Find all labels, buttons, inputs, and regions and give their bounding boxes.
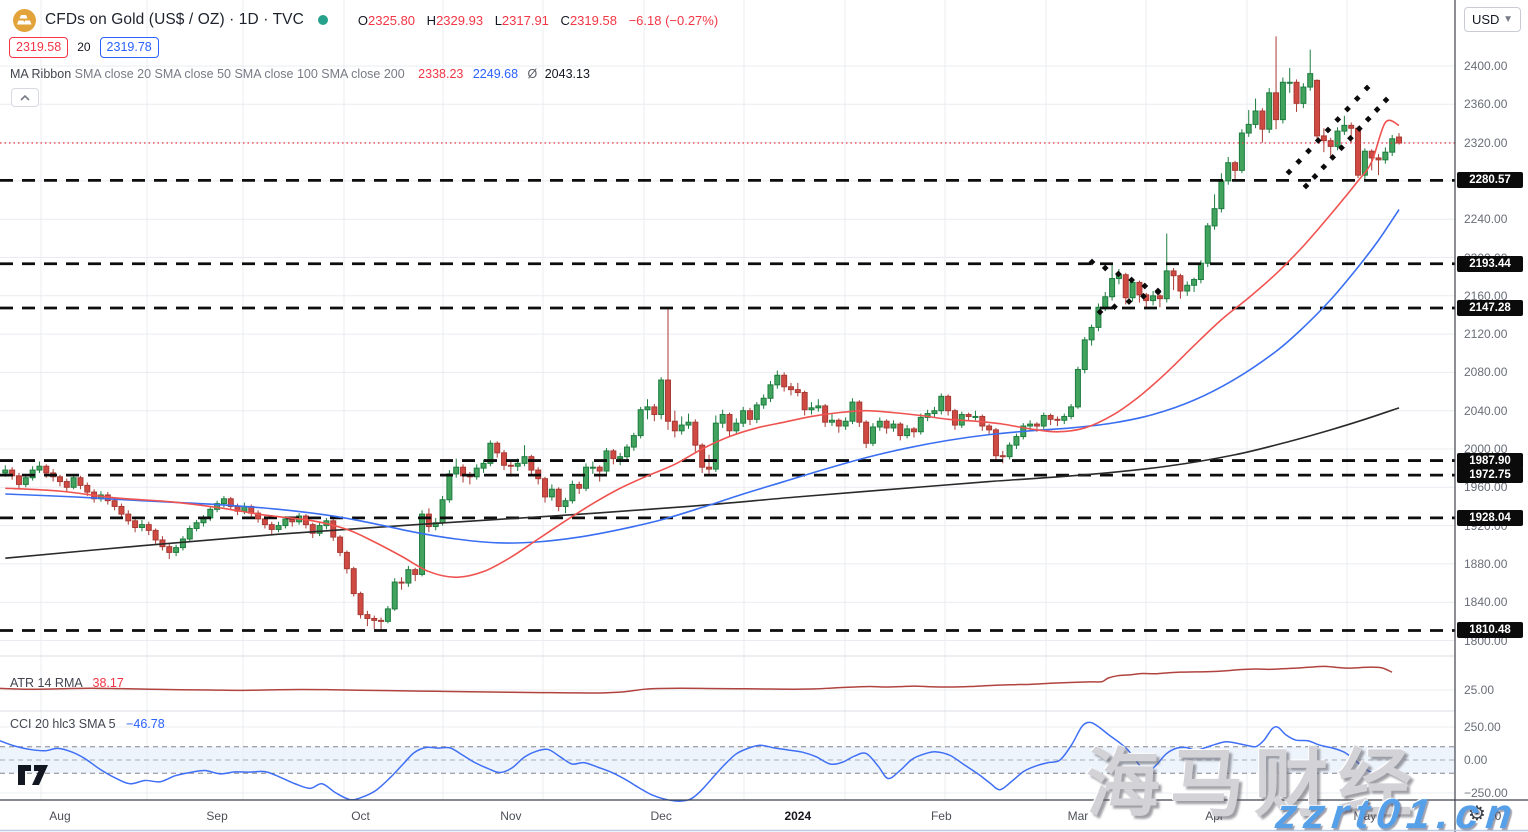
atr-line [0,665,1393,694]
sma20-value: 2338.23 [418,67,464,81]
indicator-axis-label: 0.00 [1464,753,1488,767]
currency-label: USD [1472,12,1500,27]
price-axis-label: 2400.00 [1464,59,1508,73]
indicator-axis-label: −250.00 [1464,786,1508,800]
price-axis-label: 2160.00 [1464,288,1508,303]
currency-selector-button[interactable]: USD ▼ [1464,7,1521,32]
price-axis-label: 2040.00 [1464,403,1508,418]
price-axis-label: 2080.00 [1464,365,1508,380]
ohlc-values: O2325.80 H2329.93 L2317.91 C2319.58 −6.1… [357,12,719,28]
tradingview-logo-icon[interactable] [16,763,52,787]
cci-indicator-legend[interactable]: CCI 20 hlc3 SMA 5 −46.78 [10,717,165,731]
cci-band [0,746,1455,774]
time-axis-label: Mar [1067,809,1089,823]
time-axis-label: 2024 [784,809,812,823]
price-level-badge: 1972.75 [1457,467,1523,484]
market-open-dot-icon[interactable] [317,15,328,25]
time-axis-label: 20 [1487,809,1502,823]
price-level-badge: 1928.04 [1457,509,1523,526]
indicator-params: SMA close 20 SMA close 50 SMA close 100 … [74,67,405,81]
cci-line [0,721,1393,802]
time-axis-label: Aug [49,809,71,823]
price-axis-label: 2000.00 [1464,442,1508,456]
price-axis-label: 2240.00 [1464,212,1508,227]
price-axis-label: 2360.00 [1464,97,1508,112]
ma-ribbon-legend[interactable]: MA Ribbon SMA close 20 SMA close 50 SMA … [10,67,590,81]
sma200-line [5,407,1400,559]
price-level-badge: 2193.44 [1457,255,1523,272]
last-price-tag: 2319.58 [9,36,69,58]
price-tags-row: 2319.58 20 2319.78 [9,36,159,58]
time-axis-label: Feb [930,809,952,823]
time-axis-label: Oct [351,809,370,823]
cci-value: −46.78 [126,717,165,731]
price-axis-label: 2120.00 [1464,327,1508,342]
indicator-axis-label: 250.00 [1464,720,1501,734]
sma20-line [5,119,1400,579]
price-axis-label: 1960.00 [1464,480,1508,495]
sma50-value: 2249.68 [472,67,519,81]
settings-gear-icon[interactable]: ⚙ [1468,801,1486,825]
indicator-name: MA Ribbon [10,67,72,81]
collapse-indicator-button[interactable] [11,88,39,107]
change-value: −6.18 (−0.27%) [628,12,719,28]
symbol-legend-row: CFDs on Gold (US$ / OZ) · 1D · TVC O2325… [13,8,718,32]
price-axis-label: 1840.00 [1464,595,1508,610]
dotted-annotations [1088,84,1390,316]
indicator-axis-label: 25.00 [1464,683,1495,697]
chevron-up-icon [20,94,30,101]
time-axis-label: Nov [500,809,522,823]
cci-label: CCI 20 hlc3 SMA 5 [10,717,116,731]
candles-group [0,36,1455,632]
time-axis-label: Apr [1205,809,1224,823]
watermark-site: zzrt01.cn [1273,790,1522,832]
avg-symbol: Ø [527,67,538,81]
price-level-badge: 2147.28 [1457,299,1523,316]
counter-price-tag: 2319.78 [99,36,159,58]
atr-value: 38.17 [92,676,124,690]
price-tag-period: 20 [77,40,91,54]
chevron-down-icon: ▼ [1503,14,1513,25]
price-level-badge: 1810.48 [1457,622,1523,639]
watermark-brand: 海马财经 [1086,742,1422,825]
price-level-badge: 1987.90 [1457,452,1523,469]
time-axis-label: Sep [206,809,228,823]
time-axis-label: May [1353,809,1377,823]
price-axis-label: 2320.00 [1464,135,1508,150]
atr-label: ATR 14 RMA [10,676,83,690]
price-level-badge: 2280.57 [1457,172,1523,189]
time-axis-label: Dec [650,809,672,823]
sma50-line [5,209,1400,544]
atr-indicator-legend[interactable]: ATR 14 RMA 38.17 [10,676,124,690]
gold-coin-icon [13,8,36,32]
symbol-title[interactable]: CFDs on Gold (US$ / OZ) · 1D · TVC [45,11,304,28]
price-axis-label: 1880.00 [1464,556,1508,571]
sma200-value: 2043.13 [544,67,590,81]
